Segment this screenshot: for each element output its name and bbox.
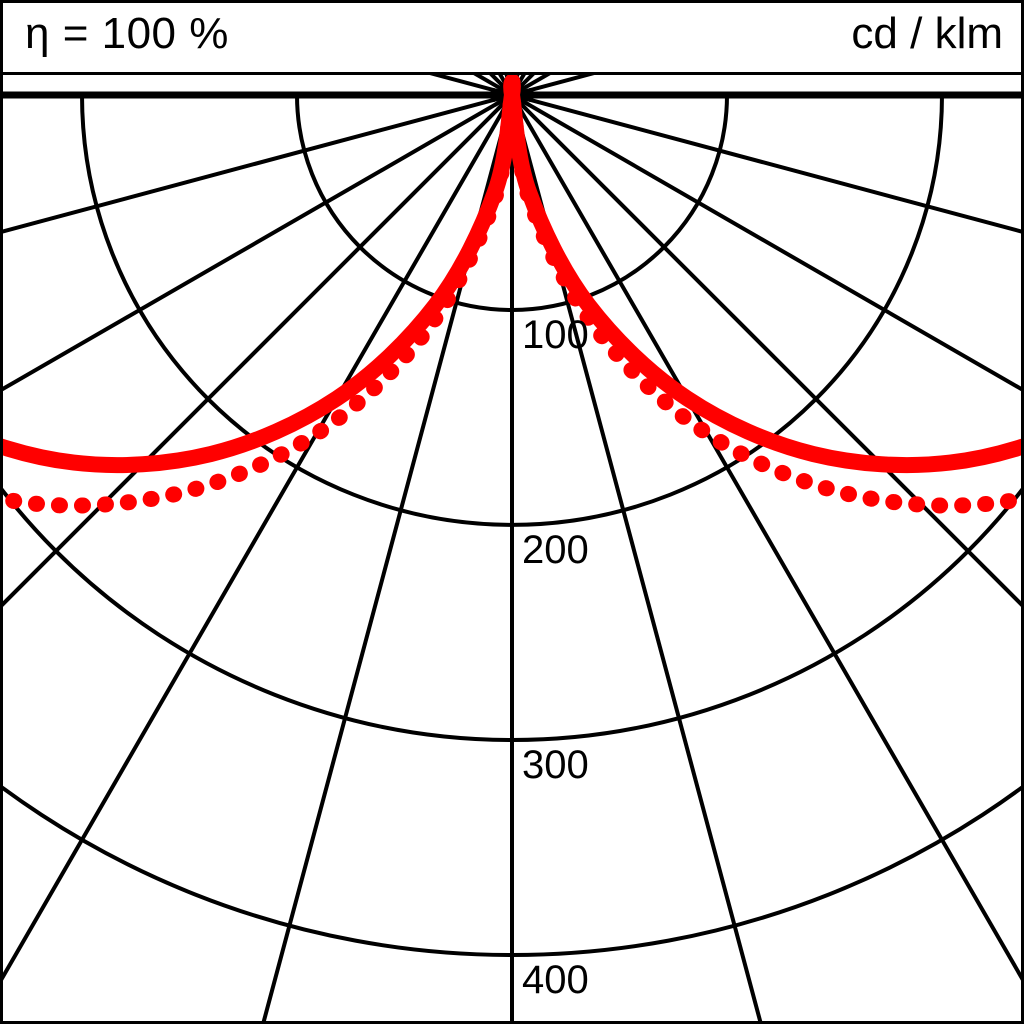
radial-tick-label-200: 200: [522, 528, 589, 572]
chart-header: η = 100 % cd / klm: [3, 3, 1021, 75]
grid-spoke-left-60: [3, 93, 514, 392]
polar-plot-area: 100 200 300 400: [3, 75, 1021, 1021]
radial-tick-label-400: 400: [522, 958, 589, 1002]
grid-spoke-right-60: [510, 93, 1021, 392]
radial-tick-label-300: 300: [522, 743, 589, 787]
grid-spoke-left-75: [3, 87, 532, 234]
radial-tick-labels: 100 200 300 400: [522, 313, 589, 1002]
grid-spoke-right-45: [510, 93, 1021, 607]
grid-spoke-right-75: [492, 87, 1021, 234]
grid-spoke-right-15: [510, 94, 763, 1021]
angular-grid-spokes: [3, 75, 1021, 1021]
grid-spoke-left-30: [3, 93, 514, 981]
grid-spoke-left-15: [261, 94, 514, 1021]
radial-tick-label-100: 100: [522, 313, 589, 357]
unit-label: cd / klm: [851, 9, 1003, 58]
curve-c0-c180: [3, 75, 1021, 474]
grid-spoke-right-30: [510, 93, 1021, 981]
efficiency-label: η = 100 %: [25, 9, 229, 58]
polar-plot-svg: 100 200 300 400: [3, 75, 1021, 1021]
grid-spoke-left-45: [3, 93, 514, 607]
